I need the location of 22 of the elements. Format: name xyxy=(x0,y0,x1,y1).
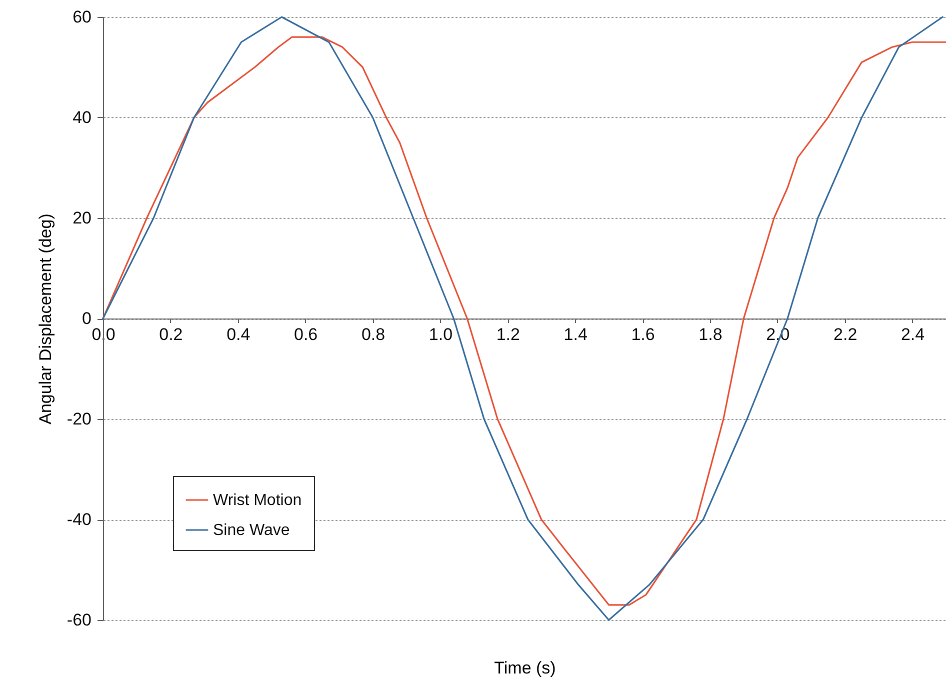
x-tick-label: 0.4 xyxy=(226,325,250,344)
x-tick-label: 1.6 xyxy=(631,325,655,344)
x-tick-label: 1.8 xyxy=(698,325,722,344)
x-tick-label: 0.6 xyxy=(294,325,318,344)
y-tick-label: -20 xyxy=(66,410,92,428)
legend-label: Wrist Motion xyxy=(213,492,302,509)
y-tick-label: 40 xyxy=(72,108,92,127)
x-tick-label: 0.8 xyxy=(361,325,386,344)
y-tick-label: 60 xyxy=(72,8,92,26)
y-tick-label: -40 xyxy=(66,510,92,529)
y-tick-label: 20 xyxy=(72,208,92,228)
y-tick-label: -60 xyxy=(66,610,92,630)
x-tick-label: 1.0 xyxy=(428,325,453,344)
legend-label: Sine Wave xyxy=(213,522,290,539)
y-axis-title: Angular Displacement (deg) xyxy=(36,214,55,424)
x-tick-label: 2.2 xyxy=(834,325,858,344)
x-tick-label: 1.2 xyxy=(496,325,520,344)
x-axis-title: Time (s) xyxy=(494,658,556,678)
x-tick-label: 0.2 xyxy=(159,325,183,344)
x-tick-label: 2.4 xyxy=(900,325,925,344)
y-tick-label: 0 xyxy=(82,309,92,328)
x-tick-label: 1.4 xyxy=(564,325,588,344)
